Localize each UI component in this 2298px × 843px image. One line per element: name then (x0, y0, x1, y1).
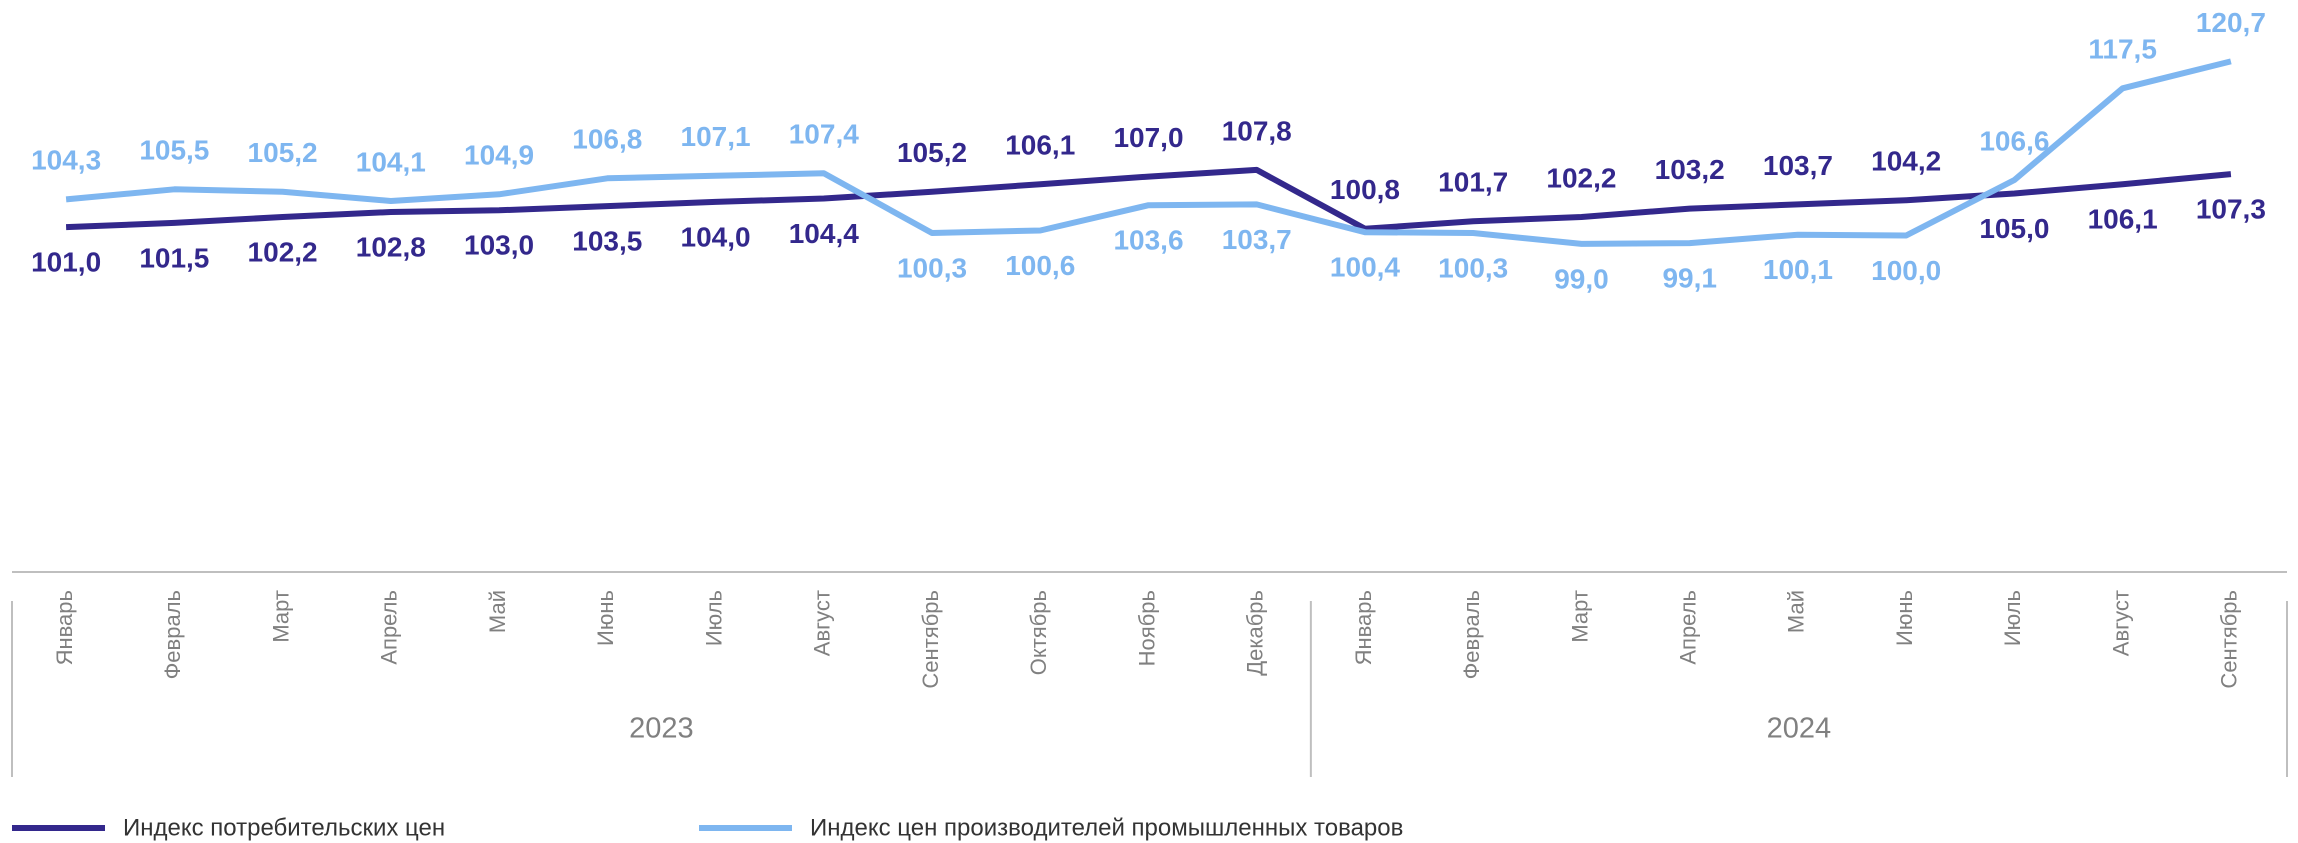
data-label: 99,1 (1662, 262, 1717, 293)
data-label: 120,7 (2196, 7, 2266, 38)
data-label: 107,0 (1113, 122, 1183, 153)
x-tick-label: Апрель (377, 590, 402, 665)
x-tick-label: Март (1567, 590, 1592, 643)
x-tick-label: Июнь (1892, 590, 1917, 646)
x-tick-label: Июнь (593, 590, 618, 646)
x-tick-label: Декабрь (1243, 590, 1268, 676)
data-label: 104,2 (1871, 146, 1941, 177)
data-label: 117,5 (2088, 34, 2157, 65)
x-tick-label: Март (268, 590, 293, 643)
data-label: 106,1 (1005, 130, 1075, 161)
data-label: 102,2 (1546, 162, 1616, 193)
data-label: 100,0 (1871, 255, 1941, 286)
x-tick-label: Январь (1351, 590, 1376, 665)
data-label: 107,4 (789, 119, 859, 150)
x-tick-label: Октябрь (1026, 590, 1051, 675)
data-label: 101,7 (1438, 167, 1508, 198)
data-label: 103,6 (1113, 225, 1183, 256)
x-tick-label: Июль (701, 590, 726, 646)
data-label: 100,6 (1005, 250, 1075, 281)
data-label: 99,0 (1554, 263, 1609, 294)
data-label: 107,8 (1222, 115, 1292, 146)
x-tick-label: Ноябрь (1134, 590, 1159, 666)
group-label: 2024 (1767, 713, 1832, 745)
data-label: 105,5 (139, 135, 209, 166)
data-label: 104,9 (464, 140, 534, 171)
x-tick-label: Август (810, 590, 835, 656)
legend-label: Индекс цен производителей промышленных т… (810, 814, 1403, 841)
data-label: 105,2 (248, 137, 318, 168)
data-label: 103,0 (464, 230, 534, 261)
data-label: 103,7 (1763, 150, 1833, 181)
data-label: 102,8 (356, 231, 426, 262)
x-tick-label: Сентябрь (918, 590, 943, 689)
data-label: 100,8 (1330, 174, 1400, 205)
data-label: 102,2 (248, 236, 318, 267)
data-label: 107,3 (2196, 194, 2266, 225)
data-label: 103,5 (572, 225, 642, 256)
x-tick-label: Апрель (1676, 590, 1701, 665)
data-label: 103,2 (1655, 154, 1725, 185)
data-label: 107,1 (681, 121, 751, 152)
data-label: 104,0 (681, 221, 751, 252)
x-tick-label: Май (1784, 590, 1809, 633)
x-tick-label: Сентябрь (2217, 590, 2242, 689)
data-label: 104,1 (356, 146, 426, 177)
data-label: 106,8 (572, 124, 642, 155)
group-label: 2023 (629, 713, 694, 745)
x-tick-label: Февраль (160, 590, 185, 679)
x-tick-label: Август (2108, 590, 2133, 656)
data-label: 104,4 (789, 218, 859, 249)
line (65, 166, 2232, 232)
legend-label: Индекс потребительских цен (123, 814, 445, 841)
data-label: 103,7 (1222, 224, 1292, 255)
data-label: 100,1 (1763, 254, 1833, 285)
x-tick-label: Май (485, 590, 510, 633)
data-label: 106,1 (2088, 204, 2158, 235)
data-label: 101,5 (139, 242, 209, 273)
data-label: 106,6 (1979, 125, 2049, 156)
x-tick-label: Июль (2000, 590, 2025, 646)
x-tick-label: Январь (52, 590, 77, 665)
data-label: 100,4 (1330, 252, 1400, 283)
line (65, 58, 2232, 247)
data-label: 105,0 (1979, 213, 2049, 244)
data-label: 101,0 (31, 247, 101, 278)
data-label: 100,3 (1438, 252, 1508, 283)
data-label: 104,3 (31, 145, 101, 176)
data-label: 100,3 (897, 252, 967, 283)
x-tick-label: Февраль (1459, 590, 1484, 679)
data-label: 105,2 (897, 137, 967, 168)
